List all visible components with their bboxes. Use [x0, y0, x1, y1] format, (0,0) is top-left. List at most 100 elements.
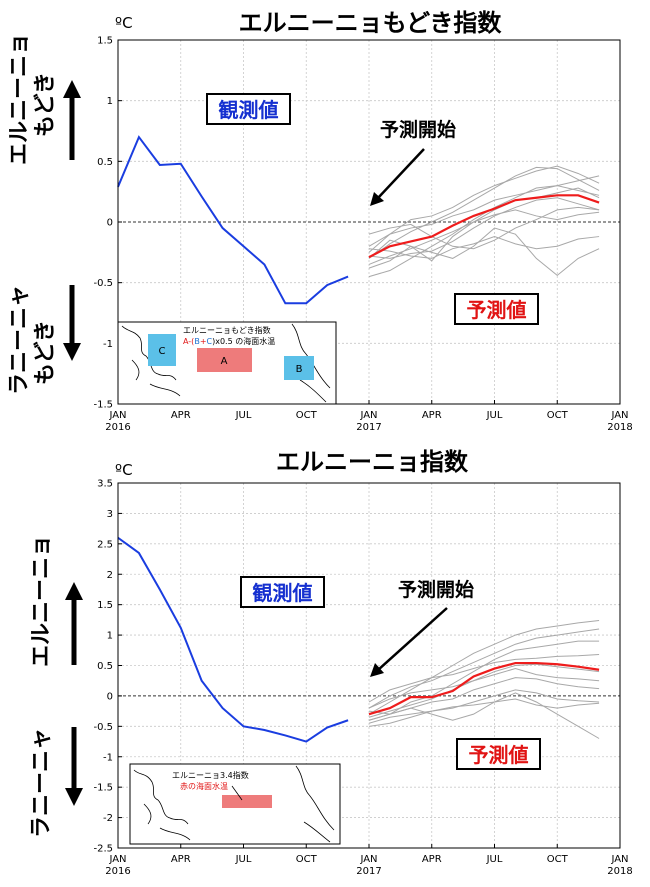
ensemble-member-line — [368, 689, 600, 727]
formula-part: C — [207, 337, 213, 346]
chart-title: エルニーニョ指数 — [276, 448, 469, 476]
inset-title: エルニーニョ3.4指数 — [172, 770, 249, 780]
region-a-label: A — [221, 356, 228, 367]
x-tick-label: OCT — [547, 854, 569, 865]
ensemble-member-line — [368, 165, 600, 253]
region-a-box — [197, 348, 252, 372]
ensemble-member-line — [368, 668, 600, 709]
y-tick-label: 0.5 — [97, 661, 113, 672]
x-tick-label: JAN — [359, 410, 377, 421]
observed-label-box — [240, 576, 325, 608]
y-tick-label: -1 — [103, 339, 113, 350]
x-tick-label: JAN — [108, 410, 126, 421]
formula-part: A-( — [183, 337, 194, 346]
x-tick-label: OCT — [296, 854, 318, 865]
inset-formula: A-(B+C)x0.5 の海面水温 — [183, 336, 275, 346]
inset-pointer — [231, 785, 243, 801]
chart-title: エルニーニョもどき指数 — [239, 9, 503, 37]
x-year-label: 2017 — [356, 422, 381, 433]
region-b-box — [284, 356, 314, 380]
x-tick-label: APR — [171, 410, 191, 421]
nino34-region-box — [222, 795, 272, 808]
ensemble-member-line — [368, 206, 600, 250]
forecast-label-box — [456, 738, 541, 770]
y-tick-label: -0.5 — [93, 722, 113, 733]
ensemble-member-line — [368, 227, 600, 277]
x-tick-label: JAN — [610, 410, 628, 421]
x-year-label: 2016 — [105, 866, 130, 877]
y-tick-label: 1.5 — [97, 600, 113, 611]
unit-label: ºC — [115, 14, 133, 32]
y-tick-label: 2.5 — [97, 539, 113, 550]
ensemble-member-line — [368, 236, 600, 259]
ensemble-member-line — [368, 166, 600, 259]
ensemble-member-line — [368, 698, 600, 724]
x-tick-label: JAN — [359, 854, 377, 865]
observed-label-box — [206, 93, 291, 125]
inset-map: C A B エルニーニョもどき指数 A-(B+C)x0.5 の海面水温 — [117, 321, 337, 405]
y-tick-label: -1 — [103, 752, 113, 763]
up-arrowhead — [63, 80, 81, 98]
ensemble-member-line — [368, 197, 600, 259]
unit-label: ºC — [115, 461, 133, 479]
side-label-line: もどき — [33, 320, 58, 385]
x-tick-label: APR — [422, 854, 442, 865]
inset-title: エルニーニョもどき指数 — [183, 325, 271, 335]
forecast-mean-line — [368, 661, 600, 716]
y-tick-label: 3.5 — [97, 479, 113, 490]
formula-part: + — [200, 337, 207, 346]
y-tick-label: -1.5 — [93, 400, 113, 411]
x-year-label: 2018 — [607, 422, 632, 433]
chart-panel-2: エルニーニョ指数 ºC 3.5 3 2.5 2 1.5 1 0.5 0 -0.5 -1 -1.5 -2… — [29, 448, 633, 877]
x-tick-label: JAN — [610, 854, 628, 865]
forecast-start-label: 予測開始 — [380, 118, 456, 141]
map-coastline — [121, 323, 331, 403]
up-arrowhead — [65, 582, 83, 600]
x-tick-label: OCT — [296, 410, 318, 421]
side-label-line: ラニーニャ — [7, 285, 32, 395]
forecast-start-arrowhead — [370, 192, 384, 206]
map-coastline — [133, 765, 335, 843]
ensemble-member-line — [368, 654, 600, 703]
region-c-box — [148, 334, 176, 366]
y-tick-label: 0.5 — [97, 157, 113, 168]
forecast-start-arrowhead — [370, 663, 384, 677]
observed-label: 観測値 — [219, 98, 279, 122]
la-nina-modoki-side-label: ラニーニャ もどき — [7, 277, 58, 395]
chart-panel-1: エルニーニョもどき指数 ºC 1.5 1 0.5 0 -0.5 -1 -1.5 JAN APR… — [7, 9, 633, 433]
y-tick-label: 0 — [107, 691, 113, 702]
observed-series-line — [117, 536, 349, 743]
x-year-label: 2016 — [105, 422, 130, 433]
ensemble-member-line — [368, 187, 600, 265]
y-tick-label: 1.5 — [97, 36, 113, 47]
region-c-label: C — [159, 346, 166, 357]
down-arrowhead — [65, 788, 83, 806]
ensemble-member-line — [368, 175, 600, 247]
y-tick-label: 0 — [107, 218, 113, 229]
observed-series-line — [117, 135, 349, 305]
x-tick-label: JUL — [486, 854, 503, 865]
x-year-label: 2017 — [356, 866, 381, 877]
forecast-start-arrow — [377, 148, 425, 199]
side-label-line: エルニーニョ — [29, 535, 54, 667]
region-b-label: B — [296, 364, 303, 375]
x-tick-label: JUL — [235, 854, 252, 865]
x-tick-label: JAN — [108, 854, 126, 865]
forecast-mean-line — [368, 194, 600, 259]
formula-part: B — [194, 337, 200, 346]
x-year-label: 2018 — [607, 866, 632, 877]
y-tick-label: -2 — [103, 813, 113, 824]
side-label-line: もどき — [33, 72, 58, 137]
y-tick-label: 1 — [107, 631, 113, 642]
x-tick-label: JUL — [235, 410, 252, 421]
forecast-label: 予測値 — [469, 743, 529, 767]
ensemble-member-line — [368, 209, 600, 262]
formula-part: )x0.5 の海面水温 — [212, 336, 275, 346]
y-tick-label: -2.5 — [93, 844, 113, 855]
x-tick-label: APR — [422, 410, 442, 421]
side-label-line: ラニーニャ — [29, 728, 54, 838]
la-nina-side-label: ラニーニャ — [29, 728, 54, 838]
ensemble-member-line — [368, 692, 600, 739]
forecast-start-label: 予測開始 — [398, 578, 474, 601]
